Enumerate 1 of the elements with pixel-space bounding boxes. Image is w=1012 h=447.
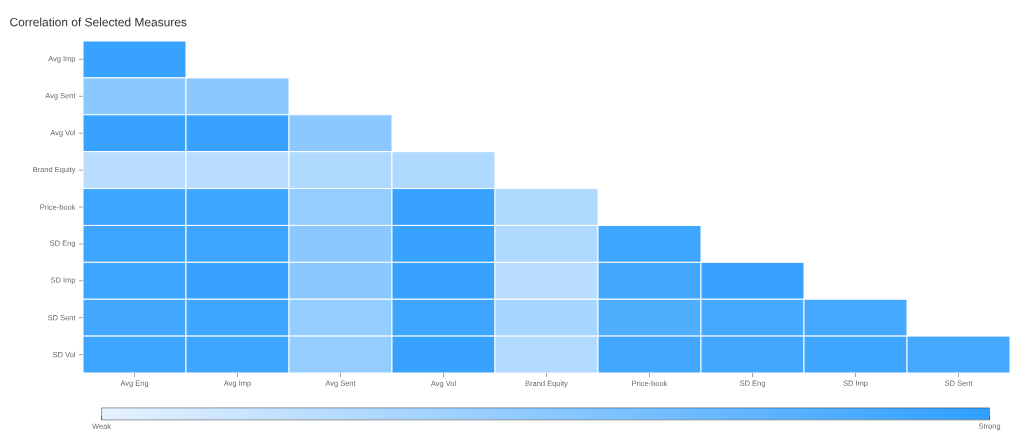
chart-title: Correlation of Selected Measures	[10, 17, 187, 27]
